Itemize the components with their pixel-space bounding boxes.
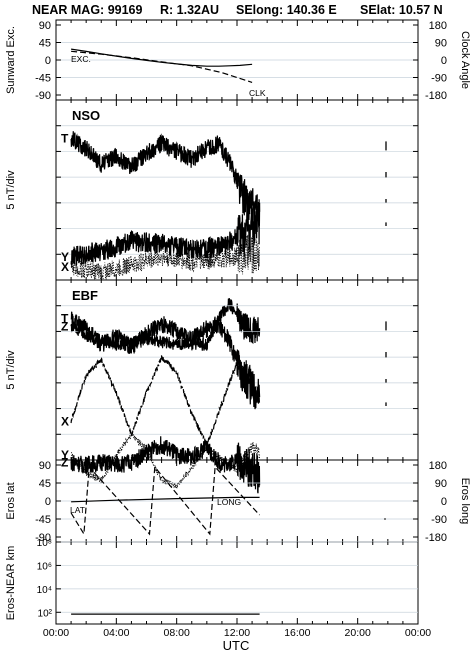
y-tick-label: 0 bbox=[45, 496, 51, 508]
y2-tick-label: 90 bbox=[435, 38, 447, 50]
y2-tick-label: 0 bbox=[441, 496, 447, 508]
y-axis-label: 5 nT/div bbox=[5, 170, 17, 210]
y-tick-label: 10⁸ bbox=[37, 538, 52, 549]
annotation-long: LONG bbox=[217, 497, 241, 507]
y-tick-label: 45 bbox=[39, 478, 51, 490]
y2-tick-label: 180 bbox=[429, 460, 447, 472]
component-label-x: X bbox=[61, 260, 69, 274]
header-mission: NEAR MAG: 99169 bbox=[32, 3, 142, 17]
y-axis-label: Sunward Exc. bbox=[5, 26, 17, 94]
y2-tick-label: -90 bbox=[431, 514, 447, 526]
x-tick-label: 20:00 bbox=[345, 627, 371, 639]
y-tick-label: 10⁶ bbox=[37, 561, 52, 572]
x-axis-label: UTC bbox=[223, 638, 250, 653]
series-t bbox=[70, 311, 261, 410]
x-tick-label: 00:00 bbox=[405, 627, 431, 639]
y-tick-label: -90 bbox=[35, 90, 51, 102]
header-range: R: 1.32AU bbox=[160, 3, 219, 17]
series-y bbox=[70, 201, 261, 266]
y-axis-label: 5 nT/div bbox=[5, 350, 17, 390]
y-axis-label: Eros-NEAR km bbox=[5, 546, 17, 621]
component-label-z: Z bbox=[61, 319, 68, 333]
panels-group: Sunward Exc. 90 180 45 90 0 0 -45 -90 -90 -180 Cloc… bbox=[5, 19, 471, 625]
component-label-t: T bbox=[61, 132, 69, 146]
series-x bbox=[70, 354, 261, 447]
y2-tick-label: -180 bbox=[425, 90, 447, 102]
component-label-z: Z bbox=[61, 456, 68, 470]
y-tick-label: -90 bbox=[35, 532, 51, 544]
y-tick-label: -45 bbox=[35, 514, 51, 526]
y-tick-label: 90 bbox=[39, 460, 51, 472]
header-selong: SElong: 140.36 E bbox=[236, 3, 337, 17]
x-axis-ticks: 00:00 04:00 08:00 12:00 16:00 20:00 00:00 bbox=[43, 627, 431, 639]
panel-title: EBF bbox=[72, 288, 98, 303]
y2-tick-label: 90 bbox=[435, 478, 447, 490]
y-tick-label: 10² bbox=[38, 608, 53, 619]
y-tick-label: 10⁴ bbox=[37, 585, 52, 596]
series-lat bbox=[71, 496, 260, 503]
component-label-t: T bbox=[61, 312, 69, 326]
header-selat: SElat: 10.57 N bbox=[360, 3, 443, 17]
annotation-exc: EXC. bbox=[71, 54, 91, 64]
y2-axis-label: Eros long bbox=[459, 478, 471, 524]
y-axis-label: Eros lat bbox=[5, 482, 17, 519]
panel-title: NSO bbox=[72, 108, 100, 123]
y2-tick-label: 180 bbox=[429, 20, 447, 32]
y2-tick-label: 0 bbox=[441, 55, 447, 67]
y2-tick-label: -90 bbox=[431, 73, 447, 85]
y-tick-label: 90 bbox=[39, 20, 51, 32]
annotation-lat: LAT bbox=[70, 505, 85, 515]
panel-range: Eros-NEAR km 10² 10⁴ 10⁶ 10⁸ bbox=[5, 538, 419, 625]
series-long bbox=[70, 465, 261, 536]
x-tick-label: 04:00 bbox=[103, 627, 129, 639]
series-exc. bbox=[71, 48, 253, 67]
panel-frame bbox=[55, 541, 419, 625]
x-tick-label: 00:00 bbox=[43, 627, 69, 639]
series-t bbox=[70, 131, 261, 231]
panel-sunward: Sunward Exc. 90 180 45 90 0 0 -45 -90 -90 -180 Cloc… bbox=[5, 19, 471, 102]
component-label-y: Y bbox=[61, 250, 69, 264]
component-label-x: X bbox=[61, 414, 69, 428]
y2-tick-label: -180 bbox=[425, 532, 447, 544]
y-tick-label: 0 bbox=[45, 55, 51, 67]
x-tick-label: 08:00 bbox=[164, 627, 190, 639]
annotation-clk: CLK bbox=[249, 88, 266, 98]
y2-axis-label: Clock Angle bbox=[459, 31, 471, 89]
component-label-y: Y bbox=[61, 448, 69, 462]
y-tick-label: -45 bbox=[35, 73, 51, 85]
series-z bbox=[70, 436, 261, 494]
y-tick-label: 45 bbox=[39, 38, 51, 50]
series-clk bbox=[71, 50, 253, 83]
x-tick-label: 16:00 bbox=[284, 627, 310, 639]
x-tick-label: 12:00 bbox=[224, 627, 250, 639]
